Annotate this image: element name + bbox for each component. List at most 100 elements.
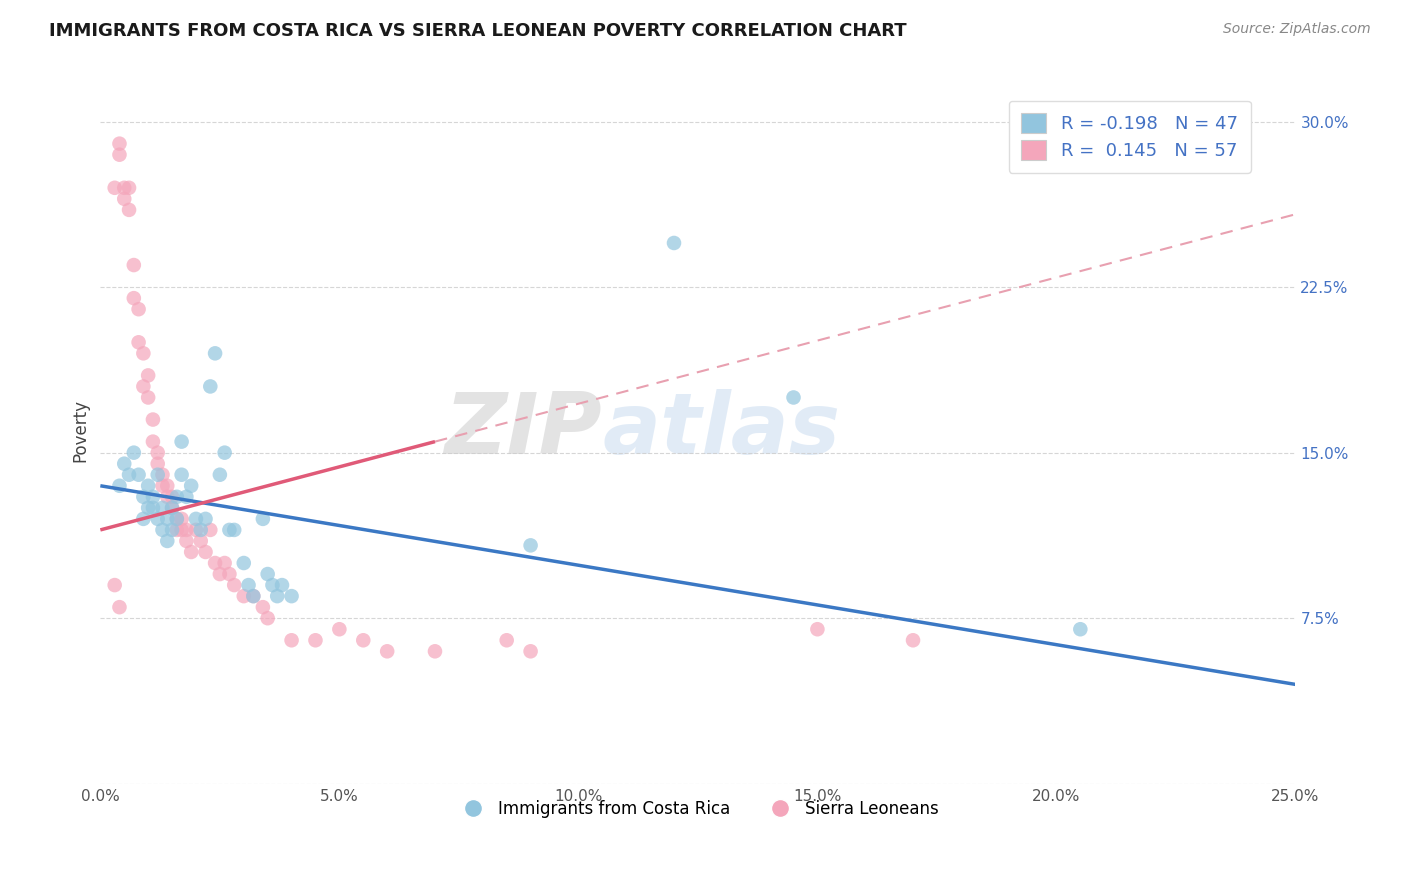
- Point: [170, 434, 193, 449]
- Point: [519, 644, 541, 658]
- Point: [108, 600, 131, 615]
- Point: [166, 523, 188, 537]
- Point: [662, 235, 685, 250]
- Point: [112, 192, 135, 206]
- Point: [166, 490, 188, 504]
- Point: [232, 556, 254, 570]
- Point: [252, 512, 274, 526]
- Point: [218, 567, 240, 582]
- Point: [180, 479, 202, 493]
- Point: [118, 181, 141, 195]
- Text: Source: ZipAtlas.com: Source: ZipAtlas.com: [1223, 22, 1371, 37]
- Point: [136, 391, 159, 405]
- Point: [176, 533, 198, 548]
- Point: [160, 500, 183, 515]
- Point: [128, 335, 150, 350]
- Point: [519, 538, 541, 552]
- Point: [136, 479, 159, 493]
- Point: [194, 512, 217, 526]
- Point: [200, 379, 222, 393]
- Point: [122, 258, 145, 272]
- Point: [122, 291, 145, 305]
- Point: [146, 467, 169, 482]
- Point: [118, 467, 141, 482]
- Point: [806, 622, 828, 636]
- Point: [224, 523, 246, 537]
- Point: [108, 479, 131, 493]
- Point: [112, 181, 135, 195]
- Point: [782, 391, 804, 405]
- Point: [176, 490, 198, 504]
- Point: [152, 479, 174, 493]
- Point: [204, 346, 226, 360]
- Point: [142, 412, 165, 426]
- Point: [328, 622, 350, 636]
- Point: [160, 523, 183, 537]
- Point: [156, 512, 179, 526]
- Text: ZIP: ZIP: [444, 389, 602, 472]
- Point: [176, 523, 198, 537]
- Point: [118, 202, 141, 217]
- Point: [204, 556, 226, 570]
- Point: [256, 611, 278, 625]
- Point: [142, 490, 165, 504]
- Point: [142, 434, 165, 449]
- Point: [1069, 622, 1091, 636]
- Point: [495, 633, 517, 648]
- Point: [375, 644, 398, 658]
- Point: [252, 600, 274, 615]
- Point: [180, 545, 202, 559]
- Point: [262, 578, 284, 592]
- Point: [271, 578, 294, 592]
- Point: [122, 445, 145, 459]
- Point: [304, 633, 326, 648]
- Point: [170, 512, 193, 526]
- Point: [156, 490, 179, 504]
- Point: [128, 467, 150, 482]
- Point: [208, 467, 231, 482]
- Point: [132, 490, 155, 504]
- Point: [224, 578, 246, 592]
- Point: [901, 633, 924, 648]
- Point: [160, 500, 183, 515]
- Point: [280, 589, 302, 603]
- Text: atlas: atlas: [602, 389, 841, 472]
- Point: [352, 633, 374, 648]
- Point: [108, 136, 131, 151]
- Point: [152, 467, 174, 482]
- Legend: Immigrants from Costa Rica, Sierra Leoneans: Immigrants from Costa Rica, Sierra Leone…: [450, 794, 946, 825]
- Point: [156, 533, 179, 548]
- Point: [170, 467, 193, 482]
- Point: [160, 490, 183, 504]
- Point: [104, 578, 127, 592]
- Point: [214, 556, 236, 570]
- Point: [214, 445, 236, 459]
- Point: [152, 523, 174, 537]
- Point: [146, 512, 169, 526]
- Point: [146, 445, 169, 459]
- Point: [108, 147, 131, 161]
- Y-axis label: Poverty: Poverty: [72, 399, 89, 462]
- Point: [256, 567, 278, 582]
- Point: [142, 500, 165, 515]
- Point: [112, 457, 135, 471]
- Point: [238, 578, 260, 592]
- Point: [132, 379, 155, 393]
- Point: [104, 181, 127, 195]
- Point: [146, 457, 169, 471]
- Point: [184, 512, 207, 526]
- Point: [423, 644, 446, 658]
- Point: [242, 589, 264, 603]
- Point: [190, 523, 212, 537]
- Point: [194, 545, 217, 559]
- Point: [266, 589, 288, 603]
- Point: [280, 633, 302, 648]
- Text: IMMIGRANTS FROM COSTA RICA VS SIERRA LEONEAN POVERTY CORRELATION CHART: IMMIGRANTS FROM COSTA RICA VS SIERRA LEO…: [49, 22, 907, 40]
- Point: [166, 512, 188, 526]
- Point: [136, 368, 159, 383]
- Point: [232, 589, 254, 603]
- Point: [190, 533, 212, 548]
- Point: [156, 479, 179, 493]
- Point: [152, 500, 174, 515]
- Point: [208, 567, 231, 582]
